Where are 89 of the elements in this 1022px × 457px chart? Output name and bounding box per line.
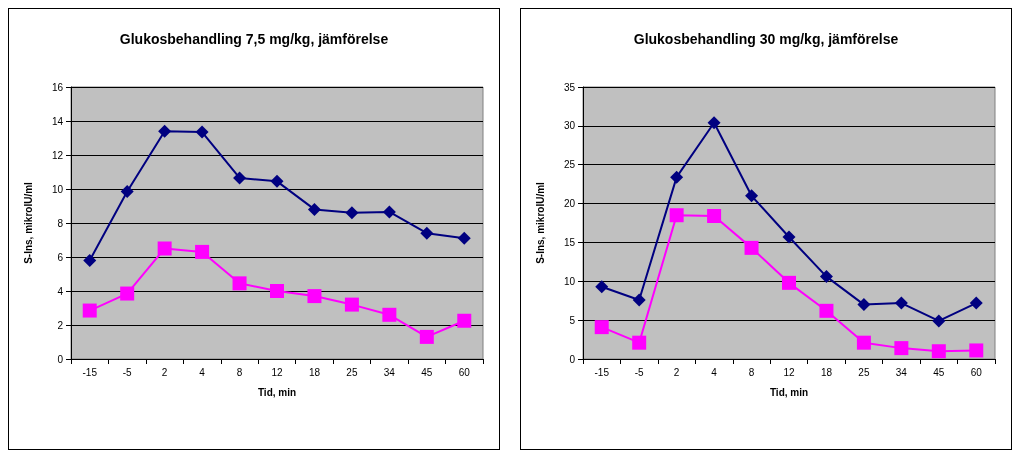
- x-tick-label: 34: [383, 366, 396, 378]
- x-tick-label: 45: [933, 366, 945, 378]
- x-tick-label: -5: [122, 366, 133, 378]
- y-tick-label: 10: [51, 183, 64, 195]
- point: [931, 344, 946, 359]
- point: [270, 174, 284, 188]
- x-tick-label: -5: [634, 366, 645, 378]
- x-tick-label: 8: [236, 366, 243, 378]
- x-tick-label: 34: [895, 366, 908, 378]
- point: [819, 303, 834, 318]
- y-tick-label: 8: [57, 217, 64, 229]
- point: [707, 209, 722, 224]
- point: [969, 296, 983, 310]
- point: [670, 170, 684, 184]
- point: [120, 286, 135, 301]
- point: [857, 298, 871, 312]
- x-tick-label: 60: [970, 366, 983, 378]
- point: [782, 275, 796, 290]
- point: [669, 208, 684, 223]
- x-axis-title: Tid, min: [769, 386, 809, 398]
- y-tick-label: 0: [569, 353, 576, 365]
- chart-title: Glukosbehandling 7,5 mg/kg, jämförelse: [119, 31, 389, 47]
- point: [744, 240, 759, 255]
- x-tick-label: -15: [82, 366, 98, 378]
- point: [83, 253, 97, 267]
- y-tick-label: 10: [563, 275, 576, 287]
- y-tick-label: 12: [51, 149, 64, 161]
- x-tick-label: 8: [748, 366, 755, 378]
- y-tick-label: 4: [57, 285, 64, 297]
- point: [270, 284, 284, 298]
- point: [632, 293, 646, 307]
- x-axis-title: Tid, min: [257, 386, 297, 398]
- point: [195, 125, 209, 139]
- y-axis-title: S-Ins, mikroIU/ml: [534, 181, 546, 264]
- point: [894, 341, 909, 356]
- point: [307, 289, 322, 304]
- y-tick-label: 6: [57, 251, 64, 263]
- point: [419, 329, 434, 344]
- point: [420, 226, 434, 240]
- x-tick-label: 2: [161, 366, 168, 378]
- y-tick-label: 0: [57, 353, 64, 365]
- y-axis-title: S-Ins, mikroIU/ml: [22, 181, 34, 264]
- y-tick-label: 16: [51, 81, 64, 93]
- point: [457, 231, 471, 245]
- x-tick-label: 45: [421, 366, 433, 378]
- x-tick-label: 60: [458, 366, 471, 378]
- point: [82, 303, 97, 318]
- point: [782, 230, 796, 244]
- x-tick-label: 12: [271, 366, 283, 378]
- y-tick-label: 2: [57, 319, 64, 331]
- x-tick-label: 12: [783, 366, 795, 378]
- point: [969, 343, 984, 358]
- x-tick-label: 4: [199, 366, 206, 378]
- x-tick-label: 2: [673, 366, 680, 378]
- x-tick-label: 25: [346, 366, 358, 378]
- y-tick-label: 14: [51, 115, 64, 127]
- point: [195, 244, 210, 259]
- point: [382, 205, 396, 219]
- point: [232, 276, 247, 291]
- point: [382, 307, 397, 322]
- x-tick-label: 18: [308, 366, 321, 378]
- y-tick-label: 30: [563, 120, 576, 132]
- point: [344, 297, 359, 312]
- point: [457, 313, 472, 328]
- y-tick-label: 25: [563, 159, 576, 171]
- point: [345, 206, 359, 220]
- point: [120, 185, 134, 199]
- point: [158, 124, 172, 138]
- point: [932, 314, 946, 328]
- y-tick-label: 15: [563, 236, 576, 248]
- point: [157, 241, 172, 256]
- point: [856, 335, 871, 350]
- point: [894, 296, 908, 310]
- point: [307, 202, 321, 216]
- point: [707, 116, 721, 130]
- point: [632, 335, 647, 350]
- chart-title: Glukosbehandling 30 mg/kg, jämförelse: [633, 31, 899, 47]
- point: [594, 320, 609, 335]
- point: [233, 171, 247, 185]
- point: [595, 280, 609, 294]
- point: [745, 189, 759, 203]
- x-tick-label: -15: [594, 366, 610, 378]
- point: [819, 270, 833, 284]
- y-tick-label: 5: [569, 314, 576, 326]
- y-tick-label: 35: [563, 81, 576, 93]
- y-tick-label: 20: [563, 198, 576, 210]
- x-tick-label: 18: [820, 366, 833, 378]
- x-tick-label: 4: [711, 366, 718, 378]
- x-tick-label: 25: [858, 366, 870, 378]
